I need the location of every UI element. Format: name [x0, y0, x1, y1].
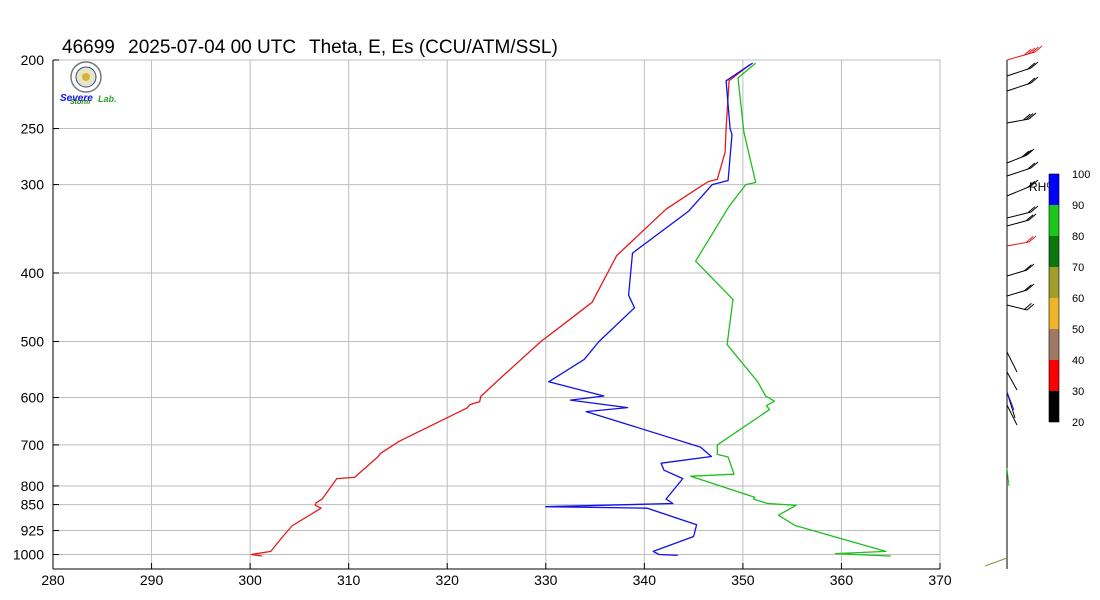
x-tick-label: 300: [238, 572, 262, 588]
wind-barb: [1006, 351, 1018, 373]
wind-barb: [1006, 467, 1010, 487]
title-station: 46699: [62, 37, 115, 58]
lab-logo: Severe Storm Lab.: [60, 61, 117, 106]
y-tick-label: 600: [21, 390, 45, 406]
colorbar-swatch: [1049, 391, 1059, 422]
wind-barb-column: [984, 45, 1043, 569]
logo-text-storm: Storm: [70, 99, 90, 106]
colorbar-tick-label: 40: [1072, 355, 1084, 367]
y-tick-label: 700: [21, 437, 45, 453]
wind-barb: [1006, 391, 1015, 411]
series-layer: [250, 62, 891, 557]
colorbar-swatch: [1049, 174, 1059, 205]
wind-barb: [1006, 213, 1037, 227]
logo-text-lab: Lab.: [98, 94, 117, 104]
wind-barb: [1006, 404, 1018, 426]
x-tick-label: 320: [436, 572, 460, 588]
y-tick-label: 800: [21, 478, 45, 494]
x-tick-label: 360: [830, 572, 854, 588]
y-tick-label: 925: [21, 523, 45, 539]
wind-barb: [1006, 112, 1037, 124]
wind-barb: [1006, 161, 1039, 177]
y-tick-label: 200: [21, 52, 45, 68]
wind-barb: [1006, 76, 1039, 92]
y-tick-label: 500: [21, 334, 45, 350]
wind-barb: [1006, 61, 1039, 77]
wind-barb: [1006, 283, 1035, 297]
wind-barb: [984, 557, 1008, 567]
y-tick-label: 1000: [13, 547, 44, 563]
x-tick-label: 370: [928, 572, 952, 588]
wind-barb: [1006, 45, 1043, 61]
y-tick-label: 400: [21, 265, 45, 281]
x-tick-label: 330: [534, 572, 558, 588]
colorbar-swatch: [1049, 205, 1059, 236]
colorbar-tick-label: 50: [1072, 324, 1084, 336]
y-tick-label: 250: [21, 121, 45, 137]
wind-barb: [1006, 235, 1037, 247]
wind-barb: [1006, 205, 1039, 219]
logo-text-severe: Severe: [60, 93, 93, 104]
x-tick-label: 340: [633, 572, 657, 588]
chart-title: 46699 2025-07-04 00 UTC Theta, E, Es (CC…: [62, 37, 558, 58]
axes-layer: 280 290 300 310 320 330 340 350 360 370 200 250 300 4…: [13, 52, 952, 588]
series-line-theta: [250, 64, 751, 557]
y-tick-label: 300: [21, 177, 45, 193]
colorbar-swatch: [1049, 360, 1059, 391]
colorbar-tick-label: 80: [1072, 231, 1084, 243]
colorbar-tick-label: 60: [1072, 293, 1084, 305]
colorbar-swatch: [1049, 298, 1059, 329]
colorbar-tick-label: 30: [1072, 386, 1084, 398]
series-line-Es: [690, 62, 891, 557]
title-datetime: 2025-07-04 00 UTC: [128, 37, 296, 58]
series-line-E: [545, 62, 754, 557]
y-tick-label: 850: [21, 497, 45, 513]
colorbar-swatch: [1049, 329, 1059, 360]
wind-barb: [1006, 302, 1035, 311]
title-source: (CCU/ATM/SSL): [419, 37, 558, 58]
colorbar-tick-label: 100: [1072, 169, 1090, 181]
x-tick-label: 290: [140, 572, 164, 588]
wind-barb: [1006, 263, 1035, 277]
colorbar-tick-label: 90: [1072, 200, 1084, 212]
wind-barb: [1006, 148, 1035, 164]
x-tick-label: 280: [41, 572, 65, 588]
x-tick-label: 350: [731, 572, 755, 588]
wind-barb: [1006, 179, 1039, 197]
grid-lines: [53, 59, 941, 569]
colorbar-tick-label: 70: [1072, 262, 1084, 274]
wind-barb: [1006, 371, 1018, 391]
title-variables: Theta, E, Es: [309, 37, 414, 58]
colorbar-swatch: [1049, 267, 1059, 298]
colorbar-swatch: [1049, 236, 1059, 267]
colorbar-frame: [1048, 173, 1060, 423]
colorbar-tick-label: 20: [1072, 417, 1084, 429]
x-tick-label: 310: [337, 572, 361, 588]
